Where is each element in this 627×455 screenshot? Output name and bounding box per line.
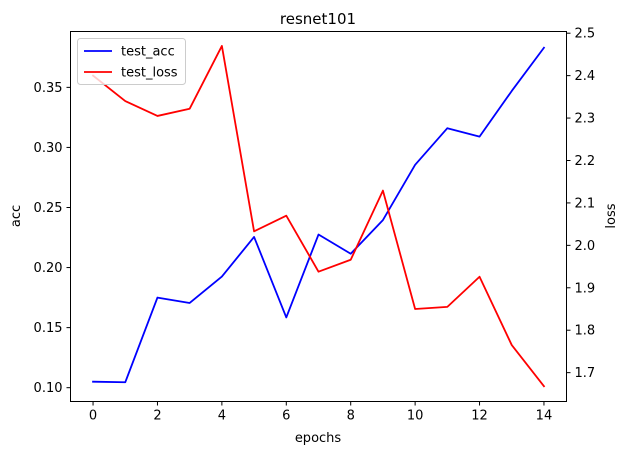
right-tick-label: 1.7: [575, 366, 596, 381]
left-tick-label: 0.30: [34, 141, 63, 156]
x-tick-label: 6: [282, 409, 290, 424]
right-tick-label: 1.9: [575, 281, 596, 296]
left-tick-label: 0.10: [34, 381, 63, 396]
x-tick-label: 8: [347, 409, 355, 424]
left-tick-label: 0.35: [34, 81, 63, 96]
x-tick-label: 12: [471, 409, 488, 424]
x-tick-label: 10: [407, 409, 424, 424]
plot-area: [70, 31, 567, 402]
left-axis-title: acc: [9, 205, 24, 227]
x-tick-label: 14: [536, 409, 553, 424]
left-tick-label: 0.15: [34, 321, 63, 336]
legend: test_acc test_loss: [77, 38, 186, 85]
right-axis-title: loss: [604, 203, 619, 228]
right-tick-label: 1.8: [575, 324, 596, 339]
plot-frame: [70, 31, 567, 402]
legend-label-test-loss: test_loss: [121, 66, 178, 81]
right-tick-label: 2.0: [575, 239, 596, 254]
right-tick-label: 2.3: [575, 112, 596, 127]
legend-label-test-acc: test_acc: [121, 45, 175, 60]
right-tick-label: 2.2: [575, 154, 596, 169]
x-tick-label: 4: [218, 409, 226, 424]
x-tick-label: 0: [89, 409, 97, 424]
series-line-test-acc: [92, 46, 546, 384]
left-tick-label: 0.25: [34, 201, 63, 216]
x-axis-title: epochs: [295, 431, 342, 446]
series-line-test-loss: [91, 45, 546, 388]
chart-title: resnet101: [280, 10, 356, 28]
x-tick-label: 2: [153, 409, 161, 424]
right-tick-label: 2.5: [575, 27, 596, 42]
right-tick-label: 2.1: [575, 196, 596, 211]
left-tick-label: 0.20: [34, 261, 63, 276]
legend-frame: [77, 38, 186, 85]
right-axis-ticks: 1.7 1.8 1.9 2.0 2.1 2.2 2.3 2.4 2.5: [566, 27, 596, 381]
series-layer: [91, 45, 546, 388]
left-axis-ticks: 0.10 0.15 0.20 0.25 0.30 0.35: [34, 81, 71, 396]
right-tick-label: 2.4: [575, 69, 596, 84]
x-axis-ticks: 0 2 4 6 8 10 12 14: [89, 401, 553, 424]
